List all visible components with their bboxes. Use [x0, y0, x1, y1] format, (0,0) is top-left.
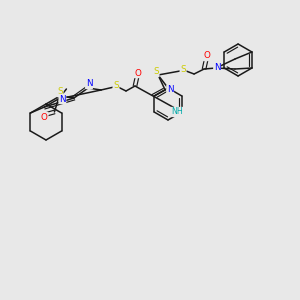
Text: O: O [204, 52, 211, 61]
Text: N: N [167, 85, 173, 94]
Text: S: S [113, 80, 119, 89]
Text: N: N [214, 62, 220, 71]
Text: N: N [86, 80, 92, 88]
Text: S: S [57, 88, 63, 97]
Text: O: O [41, 112, 48, 122]
Text: S: S [153, 68, 159, 76]
Text: S: S [180, 65, 186, 74]
Text: NH: NH [171, 107, 183, 116]
Text: N: N [59, 94, 66, 103]
Text: O: O [135, 68, 141, 77]
